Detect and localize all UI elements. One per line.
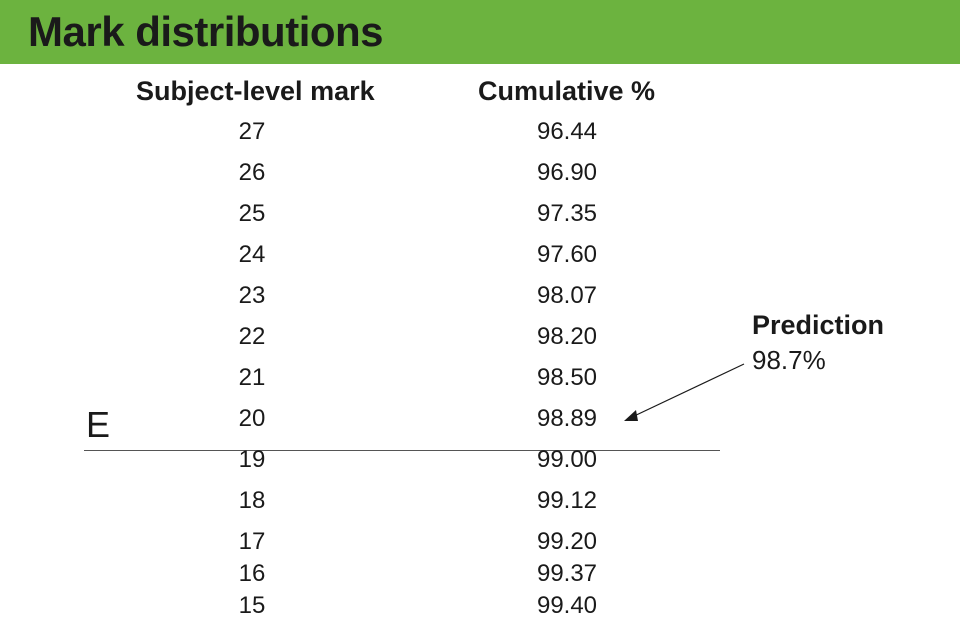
cell-pct: 96.90: [522, 159, 612, 187]
cell-pct: 99.20: [522, 528, 612, 556]
cell-mark: 23: [222, 282, 282, 310]
cell-pct: 99.37: [522, 560, 612, 588]
cell-pct: 98.89: [522, 405, 612, 433]
table-row: 23 98.07: [0, 282, 720, 323]
cell-pct: 98.07: [522, 282, 612, 310]
cell-pct: 98.50: [522, 364, 612, 392]
cell-pct: 97.60: [522, 241, 612, 269]
table-row: 25 97.35: [0, 200, 720, 241]
table-row: 21 98.50: [0, 364, 720, 405]
cell-pct: 96.44: [522, 118, 612, 146]
prediction-arrow-icon: [624, 358, 754, 438]
cell-pct: 98.20: [522, 323, 612, 351]
column-header-mark: Subject-level mark: [136, 76, 375, 107]
table-row: 26 96.90: [0, 159, 720, 200]
cell-mark: 21: [222, 364, 282, 392]
cell-mark: 27: [222, 118, 282, 146]
cell-mark: 18: [222, 487, 282, 515]
cell-pct: 99.00: [522, 446, 612, 474]
table-row: 17 99.20: [0, 528, 720, 560]
table-rows: 27 96.44 26 96.90 25 97.35 24 97.60 23 9…: [0, 118, 720, 624]
cell-pct: 97.35: [522, 200, 612, 228]
cell-pct: 99.12: [522, 487, 612, 515]
page-title: Mark distributions: [28, 8, 383, 56]
table-row: 27 96.44: [0, 118, 720, 159]
cell-mark: 25: [222, 200, 282, 228]
prediction-value: 98.7%: [752, 345, 884, 376]
cell-mark: 20: [222, 405, 282, 433]
header-bar: Mark distributions: [0, 0, 960, 64]
prediction-label: Prediction: [752, 310, 884, 341]
table-row: 20 98.89: [0, 405, 720, 446]
prediction-block: Prediction 98.7%: [752, 310, 884, 376]
table-row: 19 99.00: [0, 446, 720, 487]
table-row: 24 97.60: [0, 241, 720, 282]
cell-pct: 99.40: [522, 592, 612, 620]
cell-mark: 22: [222, 323, 282, 351]
cell-mark: 15: [222, 592, 282, 620]
cell-mark: 26: [222, 159, 282, 187]
column-header-pct: Cumulative %: [478, 76, 655, 107]
table-row: 16 99.37: [0, 560, 720, 592]
cell-mark: 19: [222, 446, 282, 474]
table-row: 15 99.40: [0, 592, 720, 624]
table-row: 22 98.20: [0, 323, 720, 364]
cell-mark: 17: [222, 528, 282, 556]
table-row: 18 99.12: [0, 487, 720, 528]
cell-mark: 16: [222, 560, 282, 588]
cell-mark: 24: [222, 241, 282, 269]
